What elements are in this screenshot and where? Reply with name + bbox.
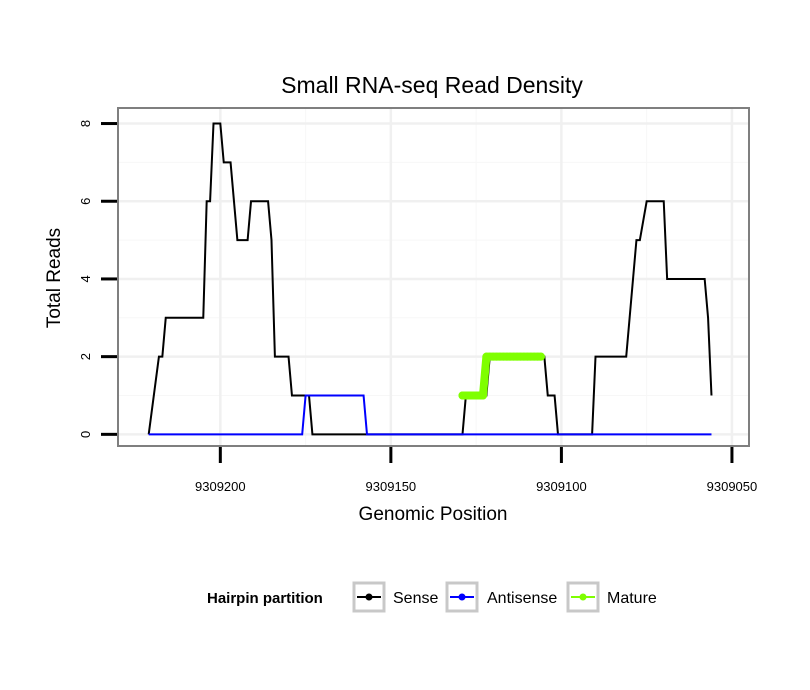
legend-key-point-mature	[579, 593, 587, 601]
legend-label-mature: Mature	[607, 590, 657, 607]
legend-item-antisense: Antisense	[445, 581, 557, 613]
x-axis: 9309200 9309150 9309100 9309050	[195, 447, 757, 494]
y-axis-title: Total Reads	[44, 228, 65, 328]
legend-label-sense: Sense	[393, 590, 438, 607]
x-tick-label: 9309200	[195, 479, 246, 494]
legend: Hairpin partition Sense Antisense Mature	[207, 581, 657, 613]
y-tick-label: 8	[78, 120, 93, 127]
y-tick-label: 2	[78, 353, 93, 360]
data-point-mature	[536, 352, 545, 361]
legend-item-mature: Mature	[566, 581, 657, 613]
series-line-antisense	[148, 394, 712, 436]
y-tick-label: 0	[78, 431, 93, 438]
x-axis-title: Genomic Position	[359, 504, 508, 525]
legend-key-point-sense	[365, 593, 373, 601]
legend-key-point-antisense	[458, 593, 466, 601]
x-tick-label: 9309050	[707, 479, 758, 494]
chart-title: Small RNA-seq Read Density	[281, 72, 583, 98]
data-point-mature	[478, 391, 487, 400]
legend-title: Hairpin partition	[207, 590, 323, 607]
legend-label-antisense: Antisense	[487, 590, 557, 607]
y-tick-label: 4	[78, 275, 93, 282]
x-tick-label: 9309100	[536, 479, 587, 494]
series-lines	[147, 122, 713, 436]
x-tick-label: 9309150	[366, 479, 417, 494]
y-tick-label: 6	[78, 198, 93, 205]
plot-panel-border	[117, 107, 750, 447]
legend-item-sense: Sense	[352, 581, 438, 613]
y-axis: 0 2 4 6 8	[78, 120, 117, 438]
